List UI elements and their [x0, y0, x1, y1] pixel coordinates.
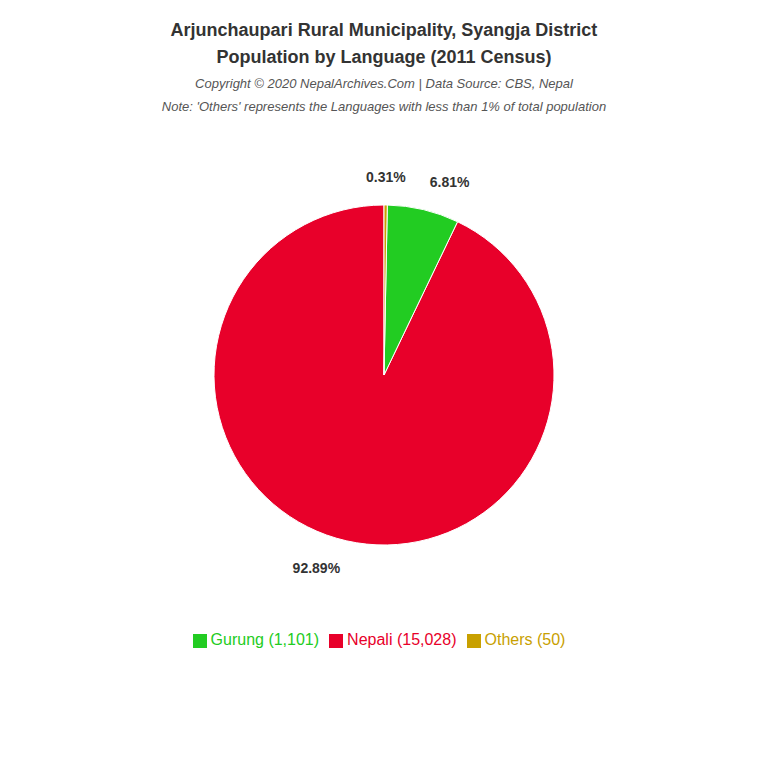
- html-text:Gurung (1,101): Gurung (1,101): [210, 631, 320, 648]
- svg-text:0.31%: 0.31%: [366, 169, 406, 185]
- html-text:Population by Language (2011 C: Population by Language (2011 Census): [216, 47, 552, 67]
- html-text:Copyright © 2020 NepalArchives: Copyright © 2020 NepalArchives.Com | Dat…: [195, 76, 573, 91]
- svg-text:6.81%: 6.81%: [430, 174, 470, 190]
- html-text:Nepali (15,028): Nepali (15,028): [347, 631, 457, 648]
- html-text:Arjunchaupari Rural Municipali: Arjunchaupari Rural Municipality, Syangj…: [170, 20, 598, 40]
- html-text:Note: 'Others' represents the: Note: 'Others' represents the Languages …: [161, 99, 607, 114]
- svg-text:92.89%: 92.89%: [293, 560, 341, 576]
- html-text:Others (50): Others (50): [484, 631, 566, 648]
